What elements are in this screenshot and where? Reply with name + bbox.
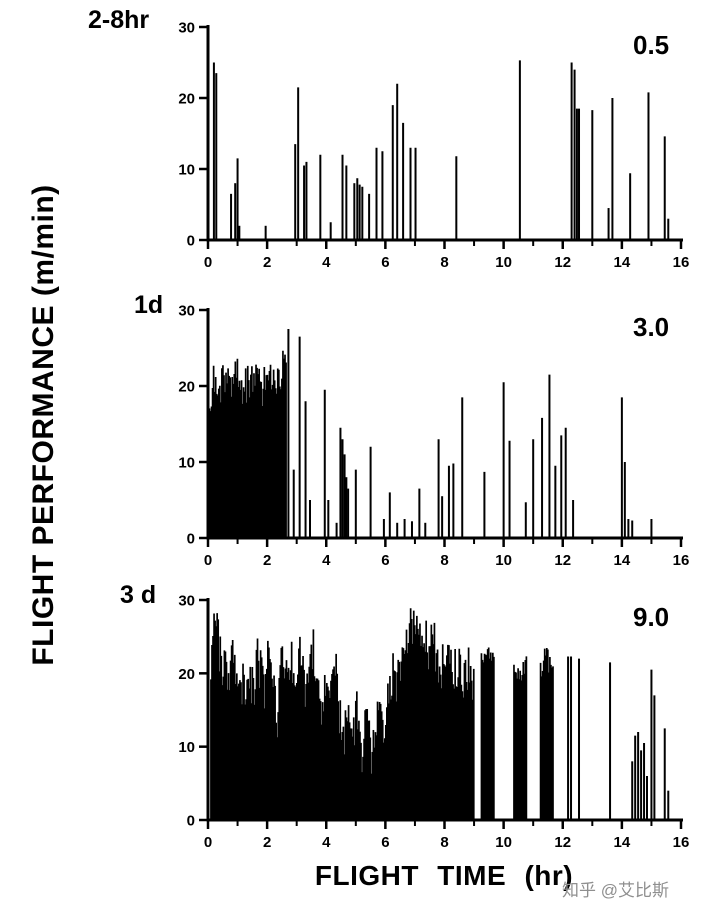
x-tick-label: 0 bbox=[204, 834, 212, 851]
x-tick-label: 14 bbox=[614, 254, 631, 271]
y-tick-label: 10 bbox=[178, 739, 195, 756]
y-tick-label: 10 bbox=[178, 455, 195, 472]
y-tick-label: 20 bbox=[178, 91, 195, 108]
x-tick-label: 2 bbox=[263, 834, 271, 851]
x-tick-label: 14 bbox=[614, 552, 631, 569]
x-tick-label: 16 bbox=[673, 254, 690, 271]
x-tick-label: 2 bbox=[263, 552, 271, 569]
y-tick-label: 0 bbox=[187, 813, 195, 830]
panel-label-2-8hr: 2-8hr bbox=[88, 6, 150, 34]
watermark: 知乎 @艾比斯 bbox=[562, 881, 669, 900]
x-tick-label: 6 bbox=[381, 834, 389, 851]
x-tick-label: 16 bbox=[673, 552, 690, 569]
x-tick-label: 2 bbox=[263, 254, 271, 271]
panel-label-3d: 3 d bbox=[120, 581, 157, 609]
panel-annotation-0-5: 0.5 bbox=[633, 30, 670, 60]
x-tick-label: 4 bbox=[322, 552, 331, 569]
x-tick-label: 12 bbox=[554, 834, 571, 851]
x-axis-title: FLIGHT TIME (hr) bbox=[314, 860, 574, 891]
x-tick-label: 0 bbox=[204, 552, 212, 569]
y-tick-label: 20 bbox=[178, 666, 195, 683]
x-tick-label: 6 bbox=[381, 552, 389, 569]
x-tick-label: 12 bbox=[554, 254, 571, 271]
y-tick-label: 0 bbox=[187, 233, 195, 250]
x-tick-label: 12 bbox=[554, 552, 571, 569]
panel-annotation-3-0: 3.0 bbox=[633, 312, 670, 342]
y-tick-label: 10 bbox=[178, 162, 195, 179]
x-tick-label: 16 bbox=[673, 834, 690, 851]
x-tick-label: 10 bbox=[495, 552, 512, 569]
y-tick-label: 30 bbox=[178, 20, 195, 37]
y-tick-label: 30 bbox=[178, 303, 195, 320]
panel-annotation-9-0: 9.0 bbox=[633, 602, 670, 632]
y-tick-label: 0 bbox=[187, 531, 195, 548]
x-tick-label: 10 bbox=[495, 834, 512, 851]
y-tick-label: 30 bbox=[178, 593, 195, 610]
x-tick-label: 10 bbox=[495, 254, 512, 271]
x-tick-label: 8 bbox=[440, 552, 448, 569]
x-tick-label: 14 bbox=[614, 834, 631, 851]
x-tick-label: 6 bbox=[381, 254, 389, 271]
x-tick-label: 4 bbox=[322, 834, 331, 851]
x-tick-label: 8 bbox=[440, 254, 448, 271]
y-tick-label: 20 bbox=[178, 379, 195, 396]
x-tick-label: 8 bbox=[440, 834, 448, 851]
panel-label-1d: 1d bbox=[134, 291, 164, 319]
x-tick-label: 0 bbox=[204, 254, 212, 271]
x-tick-label: 4 bbox=[322, 254, 331, 271]
